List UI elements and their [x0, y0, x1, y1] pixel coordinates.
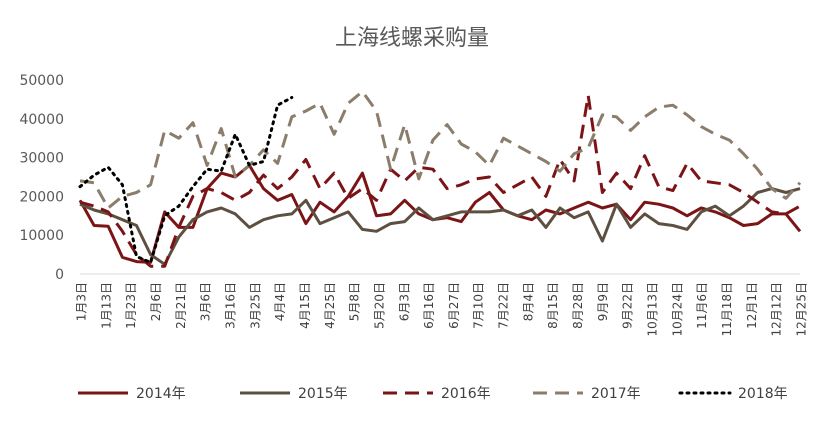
x-tick-label: 4月4日	[273, 282, 287, 321]
x-tick-label: 8月4日	[521, 282, 535, 321]
legend-label-0: 2014年	[136, 386, 186, 402]
x-tick-label: 11月6日	[695, 282, 709, 329]
x-tick-label: 9月22日	[621, 282, 635, 329]
x-tick-label: 4月25日	[323, 282, 337, 329]
x-tick-label: 8月15日	[546, 282, 560, 329]
x-tick-label: 4月15日	[298, 282, 312, 329]
legend: 2014年 2015年 2016年 2017年 2018年	[78, 386, 788, 402]
x-tick-label: 3月25日	[248, 282, 262, 329]
x-tick-label: 12月25日	[795, 282, 809, 337]
x-tick-label: 7月10日	[472, 282, 486, 329]
x-tick-label: 5月8日	[348, 282, 362, 321]
x-tick-label: 2月21日	[174, 282, 188, 329]
y-tick-label: 30000	[19, 151, 64, 167]
y-tick-label: 10000	[19, 228, 64, 244]
series-line-2	[79, 94, 801, 268]
legend-label-2: 2016年	[441, 386, 491, 402]
x-tick-label: 1月13日	[99, 282, 113, 329]
x-tick-label: 3月16日	[223, 282, 237, 329]
series-line-3	[79, 90, 802, 210]
x-tick-label: 12月1日	[745, 282, 759, 329]
legend-label-4: 2018年	[738, 386, 788, 402]
x-tick-label: 2月6日	[149, 282, 163, 321]
x-axis: 1月3日 1月13日 1月23日 2月6日 2月21日 3月6日 3月16日 3月25日 4月4…	[75, 273, 809, 337]
series-group	[78, 90, 802, 268]
x-tick-label: 5月20日	[372, 282, 386, 329]
legend-label-1: 2015年	[298, 386, 348, 402]
x-tick-label: 6月27日	[447, 282, 461, 329]
series-line-4	[78, 96, 294, 264]
x-tick-label: 6月16日	[422, 282, 436, 329]
legend-label-3: 2017年	[591, 386, 641, 402]
y-tick-label: 50000	[19, 73, 64, 89]
x-tick-label: 1月23日	[124, 282, 138, 329]
x-tick-label: 12月12日	[770, 282, 784, 337]
x-tick-label: 1月3日	[75, 282, 89, 321]
x-tick-label: 10月24日	[670, 282, 684, 337]
x-tick-label: 11月18日	[720, 282, 734, 337]
y-tick-label: 40000	[19, 112, 64, 128]
series-line-1	[79, 187, 801, 266]
x-tick-label: 8月28日	[571, 282, 585, 329]
y-tick-label: 0	[55, 267, 64, 283]
x-tick-label: 3月6日	[199, 282, 213, 321]
chart-title: 上海线螺采购量	[335, 26, 489, 51]
x-tick-label: 7月22日	[497, 282, 511, 329]
y-tick-label: 20000	[19, 189, 64, 205]
x-tick-label: 6月3日	[397, 282, 411, 321]
x-tick-label: 9月9日	[596, 282, 610, 321]
y-axis: 0 10000 20000 30000 40000 50000	[19, 73, 64, 283]
x-tick-label: 10月13日	[646, 282, 660, 337]
